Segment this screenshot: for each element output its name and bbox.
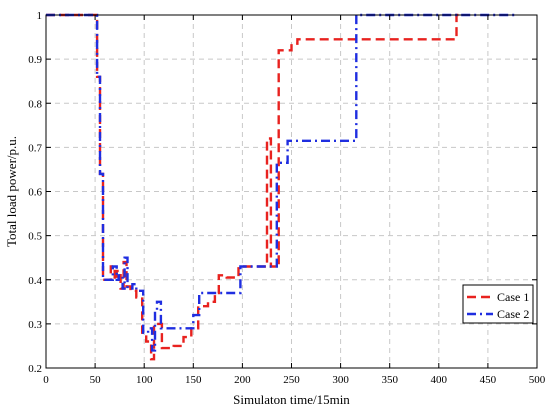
series-line-2 bbox=[46, 13, 516, 352]
y-tick-label: 0.9 bbox=[28, 54, 42, 66]
x-tick-label: 50 bbox=[90, 374, 102, 386]
series-line-1 bbox=[46, 13, 461, 361]
x-tick-label: 250 bbox=[283, 374, 300, 386]
x-tick-label: 200 bbox=[234, 374, 251, 386]
y-tick-label: 0.7 bbox=[28, 142, 42, 154]
x-tick-label: 100 bbox=[136, 374, 153, 386]
x-tick-label: 450 bbox=[480, 374, 497, 386]
x-tick-label: 0 bbox=[43, 374, 49, 386]
grid-lines bbox=[46, 15, 537, 368]
y-tick-label: 0.5 bbox=[28, 231, 42, 243]
x-tick-label: 300 bbox=[332, 374, 349, 386]
legend-box bbox=[462, 284, 534, 324]
tick-marks bbox=[45, 14, 538, 369]
x-tick-label: 150 bbox=[185, 374, 202, 386]
series-layer bbox=[46, 13, 516, 361]
x-tick-label: 400 bbox=[431, 374, 448, 386]
y-tick-label: 0.8 bbox=[28, 98, 42, 110]
x-tick-label: 350 bbox=[381, 374, 398, 386]
legend: Case 1 Case 2 bbox=[462, 284, 534, 324]
x-tick-label: 500 bbox=[529, 374, 546, 386]
y-tick-label: 1 bbox=[37, 10, 43, 22]
x-axis-title: Simulaton time/15min bbox=[233, 392, 350, 407]
legend-label-1: Case 1 bbox=[497, 290, 529, 304]
legend-label-2: Case 2 bbox=[497, 307, 529, 321]
y-tick-label: 0.4 bbox=[28, 275, 42, 287]
y-tick-label: 0.3 bbox=[28, 319, 42, 331]
y-axis-title: Total load power/p.u. bbox=[4, 136, 19, 247]
y-tick-label: 0.2 bbox=[28, 363, 42, 375]
y-tick-label: 0.6 bbox=[28, 187, 42, 199]
tick-labels: 0 50 100 150 200 250 300 350 400 450 500 0.2 0.3 0.4 0… bbox=[28, 10, 546, 386]
